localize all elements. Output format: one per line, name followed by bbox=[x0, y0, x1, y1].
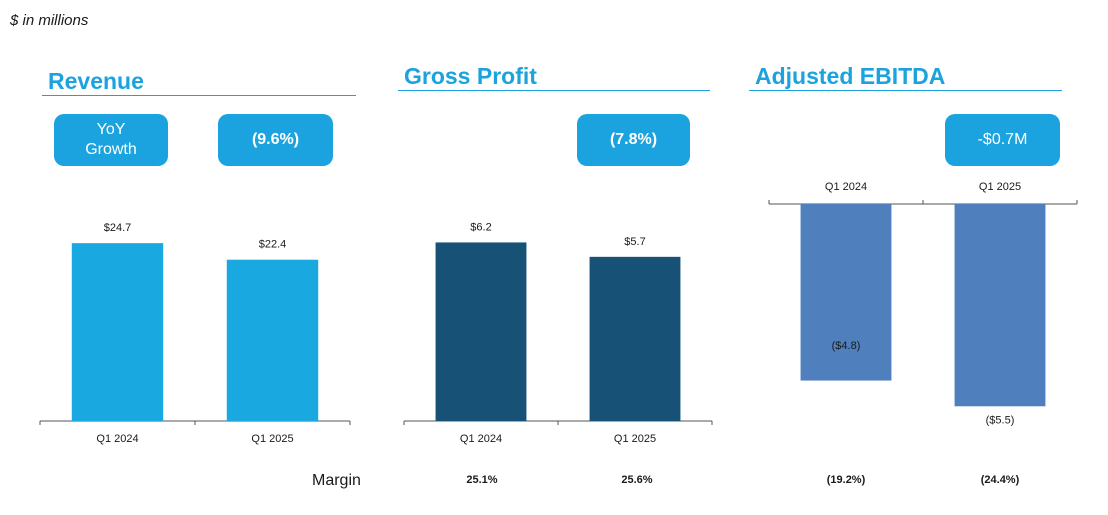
ebitda-bar-2 bbox=[954, 204, 1046, 407]
revenue-value-label-2: $22.4 bbox=[259, 239, 287, 251]
revenue-bar-2 bbox=[226, 259, 319, 421]
ebitda-change-badge: -$0.7M bbox=[945, 114, 1060, 166]
gross-profit-bar-2 bbox=[589, 256, 681, 421]
ebitda-margin-q1-2024: (19.2%) bbox=[826, 474, 866, 486]
revenue-category-label-1: Q1 2024 bbox=[96, 433, 138, 445]
ebitda-value-label-2: ($5.5) bbox=[986, 414, 1015, 426]
revenue-bar-1 bbox=[71, 243, 164, 421]
gross-profit-title: Gross Profit bbox=[398, 63, 710, 91]
ebitda-title: Adjusted EBITDA bbox=[749, 63, 1062, 91]
ebitda-bar-1 bbox=[800, 204, 892, 381]
units-note: $ in millions bbox=[10, 12, 89, 29]
ebitda-margin-q1-2025: (24.4%) bbox=[980, 474, 1020, 486]
revenue-value-label-1: $24.7 bbox=[104, 222, 132, 234]
yoy-growth-badge: YoY Growth bbox=[54, 114, 168, 166]
revenue-title: Revenue bbox=[42, 68, 356, 96]
gross-profit-margin-q1-2024: 25.1% bbox=[466, 474, 498, 486]
revenue-growth-badge: (9.6%) bbox=[218, 114, 333, 166]
revenue-category-label-2: Q1 2025 bbox=[251, 433, 293, 445]
ebitda-category-label-2: Q1 2025 bbox=[979, 181, 1021, 193]
gross-profit-value-label-1: $6.2 bbox=[470, 221, 491, 233]
ebitda-value-label-1: ($4.8) bbox=[832, 340, 861, 352]
gross-profit-growth-badge: (7.8%) bbox=[577, 114, 690, 166]
gross-profit-margin-q1-2025: 25.6% bbox=[621, 474, 653, 486]
margin-label: Margin bbox=[312, 472, 361, 489]
gross-profit-category-label-2: Q1 2025 bbox=[614, 433, 656, 445]
gross-profit-bar-1 bbox=[435, 242, 527, 421]
ebitda-category-label-1: Q1 2024 bbox=[825, 181, 867, 193]
gross-profit-value-label-2: $5.7 bbox=[624, 236, 645, 248]
gross-profit-category-label-1: Q1 2024 bbox=[460, 433, 502, 445]
